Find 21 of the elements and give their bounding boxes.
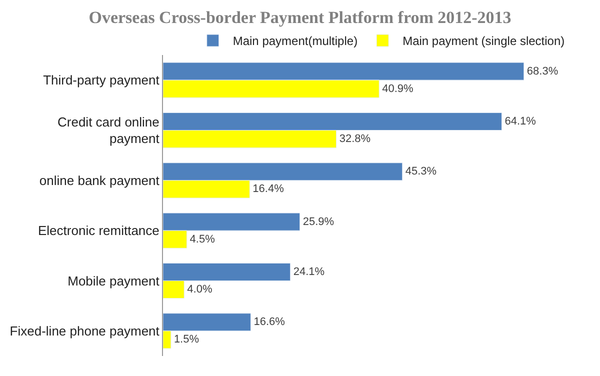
y-tick-label: Fixed-line phone payment [10, 323, 160, 338]
chart-title: Overseas Cross-border Payment Platform from 2012-2013 [88, 8, 512, 28]
y-tick-label: Mobile payment [68, 273, 160, 288]
data-label: 16.4% [252, 183, 284, 196]
data-label: 64.1% [504, 115, 536, 128]
data-label: 24.1% [293, 266, 325, 278]
y-tick-label: Electronic remittance [38, 223, 160, 238]
data-label: 25.9% [302, 216, 334, 228]
data-label: 1.5% [174, 334, 200, 346]
data-label: 68.3% [526, 65, 558, 78]
data-label: 40.9% [382, 82, 414, 95]
data-label: 4.0% [187, 284, 212, 296]
y-tick-label: Credit card online payment [58, 114, 160, 146]
y-tick-label: Third-party payment [43, 72, 160, 88]
legend-label: Main payment(multiple) [232, 34, 358, 48]
data-label: 32.8% [339, 133, 371, 146]
data-label: 45.3% [405, 166, 437, 178]
data-label: 16.6% [254, 316, 286, 328]
data-label: 4.5% [190, 233, 216, 246]
legend-label: Main payment (single slection) [402, 34, 565, 48]
y-tick-label: online bank payment [39, 172, 160, 188]
